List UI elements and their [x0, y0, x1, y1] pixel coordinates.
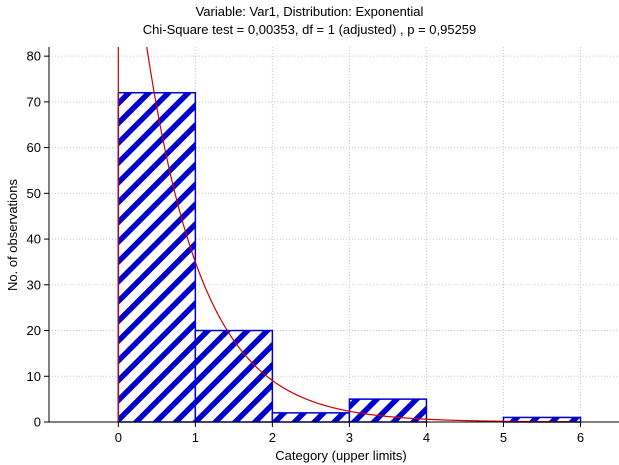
- histogram-bars: [117, 91, 582, 423]
- x-tick-label: 1: [192, 430, 199, 445]
- fitted-curve-layer: [117, 47, 581, 422]
- chart-subtitle: Chi-Square test = 0,00353, df = 1 (adjus…: [142, 22, 477, 37]
- y-tick-label: 40: [27, 232, 41, 247]
- histogram-bar: [194, 329, 274, 423]
- x-tick-label: 2: [269, 430, 276, 445]
- x-tick-label: 4: [423, 430, 430, 445]
- y-axis-label: No. of observations: [5, 179, 20, 292]
- histogram-bar: [271, 412, 351, 423]
- histogram-bar: [117, 91, 197, 423]
- y-tick-label: 70: [27, 94, 41, 109]
- y-tick-label: 10: [27, 369, 41, 384]
- x-tick-label: 0: [115, 430, 122, 445]
- y-tick-label: 80: [27, 49, 41, 64]
- y-tick-label: 20: [27, 323, 41, 338]
- y-tick-label: 0: [34, 415, 41, 430]
- y-tick-label: 60: [27, 140, 41, 155]
- fitted-exponential-curve: [146, 47, 581, 422]
- y-tick-label: 30: [27, 277, 41, 292]
- y-tick-label: 50: [27, 186, 41, 201]
- chart-title: Variable: Var1, Distribution: Exponentia…: [195, 4, 424, 19]
- x-axis-label: Category (upper limits): [275, 448, 407, 463]
- x-tick-label: 6: [577, 430, 584, 445]
- axes: [48, 47, 619, 423]
- x-tick-label: 3: [346, 430, 353, 445]
- x-tick-label: 5: [500, 430, 507, 445]
